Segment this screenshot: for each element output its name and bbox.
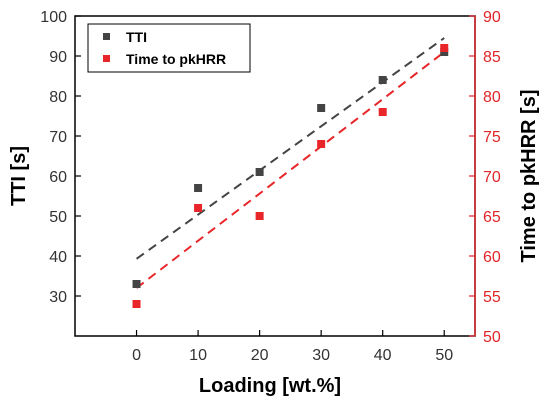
right-y-axis: 50 55 60 65 70 75 80 85 90 xyxy=(469,9,501,346)
data-point-pkhrr xyxy=(440,44,449,52)
data-point-pkhrr xyxy=(194,204,203,212)
data-point-pkhrr xyxy=(378,108,387,116)
x-tick-label: 40 xyxy=(374,347,392,364)
x-tick-label: 50 xyxy=(435,347,453,364)
left-tick-label: 100 xyxy=(40,9,67,26)
right-tick-label: 85 xyxy=(483,49,501,66)
x-axis: 0 10 20 30 40 50 xyxy=(132,330,453,364)
right-tick-label: 50 xyxy=(483,329,501,346)
left-tick-label: 50 xyxy=(49,209,67,226)
x-tick-label: 0 xyxy=(132,347,141,364)
left-tick-label: 40 xyxy=(49,249,67,266)
right-tick-label: 70 xyxy=(483,169,501,186)
data-point-tti xyxy=(378,76,387,84)
legend-marker-tti xyxy=(103,33,110,40)
left-y-axis-title: TTI [s] xyxy=(8,146,30,206)
x-tick-label: 30 xyxy=(312,347,330,364)
data-points xyxy=(132,44,449,308)
x-axis-title: Loading [wt.%] xyxy=(199,375,341,397)
x-tick-label: 20 xyxy=(251,347,269,364)
legend: TTI Time to pkHRR xyxy=(87,23,251,73)
left-tick-label: 70 xyxy=(49,129,67,146)
legend-label-tti: TTI xyxy=(126,29,147,45)
right-tick-label: 60 xyxy=(483,249,501,266)
left-tick-label: 80 xyxy=(49,89,67,106)
data-point-tti xyxy=(317,104,326,112)
x-tick-label: 10 xyxy=(189,347,207,364)
legend-label-pkhrr: Time to pkHRR xyxy=(126,51,226,67)
right-tick-label: 80 xyxy=(483,89,501,106)
data-point-tti xyxy=(255,168,264,176)
right-tick-label: 90 xyxy=(483,9,501,26)
left-tick-label: 60 xyxy=(49,169,67,186)
left-y-axis: 30 40 50 60 70 80 90 100 xyxy=(40,9,81,306)
left-tick-label: 30 xyxy=(49,289,67,306)
right-tick-label: 75 xyxy=(483,129,501,146)
legend-marker-pkhrr xyxy=(103,55,110,62)
data-point-pkhrr xyxy=(255,212,264,220)
right-tick-label: 55 xyxy=(483,289,501,306)
right-tick-label: 65 xyxy=(483,209,501,226)
left-tick-label: 90 xyxy=(49,49,67,66)
data-point-pkhrr xyxy=(317,140,326,148)
legend-box xyxy=(87,23,251,73)
fit-line-pkhrr xyxy=(135,51,445,289)
data-point-tti xyxy=(132,280,141,288)
data-point-tti xyxy=(194,184,203,192)
fit-lines xyxy=(135,37,445,289)
right-y-axis-title: Time to pkHRR [s] xyxy=(518,90,540,263)
data-point-pkhrr xyxy=(132,300,141,308)
fit-line-tti xyxy=(135,37,445,260)
